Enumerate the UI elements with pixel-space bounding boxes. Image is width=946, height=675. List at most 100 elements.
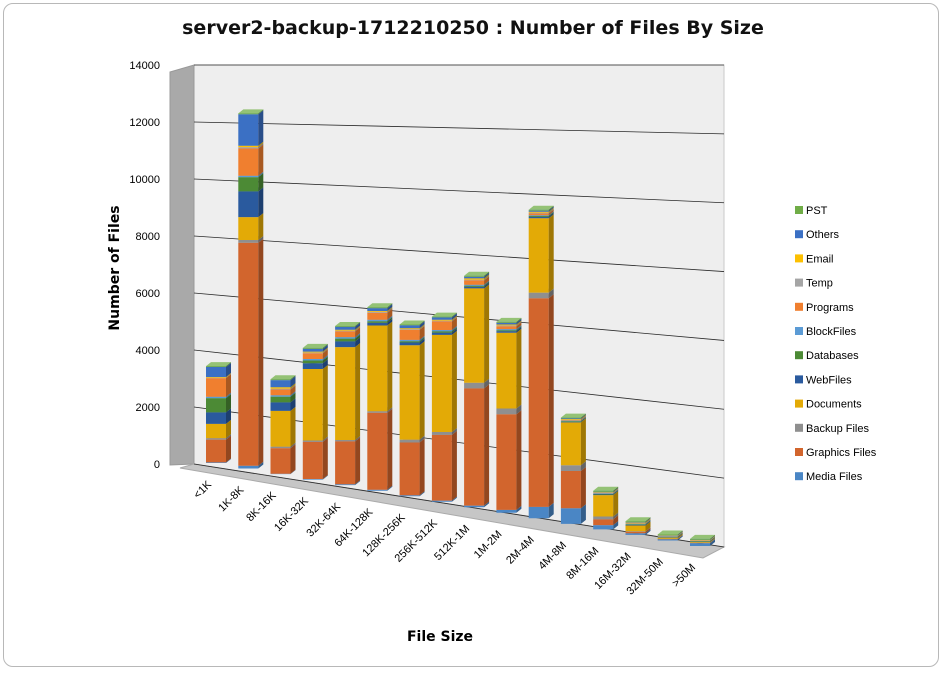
bar-side (290, 385, 296, 396)
bar-side (484, 280, 490, 286)
bar-front (335, 326, 356, 327)
bar-side (387, 315, 393, 322)
legend-swatch (795, 375, 803, 384)
bar-front (238, 191, 259, 218)
bar-side (548, 502, 554, 519)
bar-front (206, 378, 226, 397)
bar-side (613, 491, 619, 517)
y-tick-label: 8000 (136, 231, 160, 243)
bar-side (322, 344, 328, 352)
bar-side (548, 207, 554, 213)
bar-front (270, 380, 291, 388)
bar-front (367, 412, 388, 490)
bar-front (335, 326, 356, 330)
bar-front (367, 321, 388, 323)
bar-front (593, 494, 614, 496)
bar-side (290, 375, 296, 381)
bar-stack (206, 362, 231, 463)
bar-front (464, 388, 485, 506)
bar-front (464, 505, 485, 508)
bar-side (580, 461, 586, 471)
bar-side (451, 330, 457, 432)
bar-side (322, 355, 328, 361)
y-tick-label: 2000 (136, 402, 160, 414)
bar-front (399, 341, 420, 343)
legend-label: BlockFiles (806, 326, 857, 338)
y-axis-title: Number of Files (107, 205, 123, 330)
bar-side (451, 328, 457, 335)
bar-front (625, 521, 646, 523)
bar-side (677, 535, 683, 540)
bar-side (677, 532, 683, 538)
bar-side (645, 521, 651, 532)
bar-side (516, 328, 522, 409)
bar-front (367, 325, 388, 412)
bar-front (464, 382, 485, 389)
x-tick-label: 4M-8M (536, 540, 569, 573)
bar-side (677, 531, 683, 536)
bar-stack (593, 486, 619, 530)
bar-side (516, 325, 522, 331)
bar-side (710, 536, 715, 541)
bar-side (548, 212, 554, 217)
y-tick-label: 4000 (136, 345, 160, 357)
bar-front (431, 334, 452, 432)
bar-front (206, 398, 226, 413)
bar-front (593, 516, 614, 520)
bar-front (206, 366, 226, 367)
bar-front (335, 341, 356, 348)
bar-side (677, 534, 683, 539)
bar-side (226, 419, 231, 439)
bar-side (580, 417, 586, 423)
bar-top (367, 303, 393, 308)
bar-front (431, 317, 452, 320)
legend-label: PST (806, 205, 828, 217)
bar-side (677, 533, 683, 539)
bar-front (335, 330, 356, 332)
bar-front (464, 278, 485, 280)
bar-segment (335, 322, 361, 327)
x-tick-label: 32K-64K (304, 500, 343, 539)
bar-side (226, 408, 231, 424)
bar-front (302, 348, 323, 352)
bar-side (516, 505, 522, 513)
bar-front (496, 322, 517, 325)
bar-front (560, 421, 581, 423)
bar-front (238, 175, 259, 178)
bar-side (258, 110, 264, 146)
bar-side (322, 356, 328, 364)
bar-side (613, 486, 619, 492)
legend-item: Temp (795, 278, 833, 290)
bar-front (560, 417, 581, 419)
bar-front (690, 542, 710, 543)
bar-front (270, 389, 291, 396)
chart-title: server2-backup-1712210250 : Number of Fi… (182, 17, 764, 39)
bar-front (657, 537, 678, 539)
bar-side (419, 338, 425, 346)
bar-front (496, 408, 517, 415)
bar-side (451, 430, 457, 501)
bar-segment (560, 418, 586, 466)
bar-segment (399, 438, 425, 496)
bar-side (258, 173, 264, 192)
bar-side (580, 467, 586, 509)
bar-segment (206, 362, 231, 367)
legend-swatch (795, 254, 803, 263)
bar-front (431, 500, 452, 502)
gridline (193, 349, 725, 410)
bar-front (335, 440, 356, 442)
bar-front (528, 216, 549, 219)
bar-side (258, 187, 264, 218)
legend-item: Backup Files (795, 423, 869, 435)
bar-side (580, 417, 586, 422)
bar-front (302, 360, 323, 364)
bar-side (484, 501, 490, 508)
bar-segment (431, 430, 457, 501)
bar-front (302, 369, 323, 441)
bar-front (302, 363, 323, 369)
bar-front (560, 465, 581, 471)
bar-front (399, 442, 420, 496)
bar-segment (367, 321, 393, 412)
bar-side (258, 171, 264, 178)
